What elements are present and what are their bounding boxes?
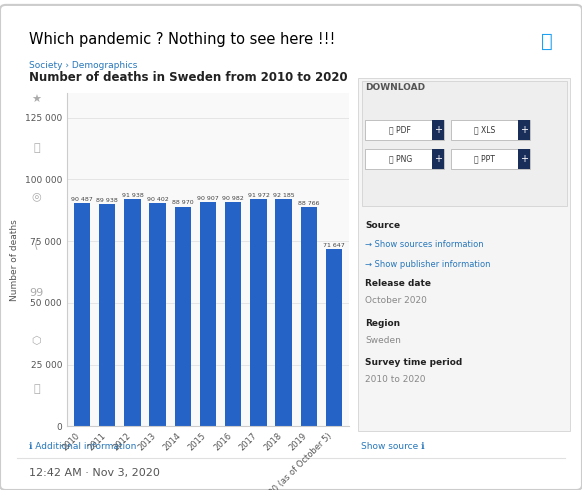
- Text: 71 647: 71 647: [323, 243, 345, 248]
- Text: 90 982: 90 982: [222, 196, 244, 200]
- Text: +: +: [520, 125, 528, 135]
- Text: +: +: [520, 154, 528, 164]
- Bar: [175, 207, 191, 426]
- Text: → Show publisher information: → Show publisher information: [365, 260, 491, 269]
- Text: 📊 XLS: 📊 XLS: [474, 125, 496, 134]
- Y-axis label: Number of deaths: Number of deaths: [10, 219, 19, 300]
- Text: Which pandemic ? Nothing to see here !!!: Which pandemic ? Nothing to see here !!!: [29, 32, 335, 47]
- Text: 88 970: 88 970: [172, 200, 194, 205]
- Text: 🐦: 🐦: [541, 32, 553, 51]
- FancyBboxPatch shape: [451, 149, 530, 169]
- Bar: [200, 202, 217, 426]
- Bar: [326, 249, 342, 426]
- Text: Show source ℹ: Show source ℹ: [361, 442, 424, 451]
- Text: 2010 to 2020: 2010 to 2020: [365, 375, 426, 384]
- Bar: [99, 204, 115, 426]
- FancyBboxPatch shape: [358, 78, 570, 431]
- FancyBboxPatch shape: [432, 149, 444, 169]
- Text: ★: ★: [31, 96, 41, 105]
- Bar: [250, 199, 267, 426]
- Text: 🔔: 🔔: [33, 144, 40, 153]
- Bar: [150, 203, 166, 426]
- Text: 12:42 AM · Nov 3, 2020: 12:42 AM · Nov 3, 2020: [29, 468, 160, 478]
- Text: ℹ Additional information: ℹ Additional information: [29, 442, 136, 451]
- FancyBboxPatch shape: [0, 5, 582, 490]
- Text: ◎: ◎: [31, 192, 41, 201]
- Text: → Show sources information: → Show sources information: [365, 240, 484, 249]
- FancyBboxPatch shape: [518, 120, 530, 140]
- Bar: [125, 199, 141, 426]
- Text: Source: Source: [365, 220, 400, 229]
- Text: 📋 PPT: 📋 PPT: [474, 155, 495, 164]
- Text: Sweden: Sweden: [365, 336, 402, 344]
- Text: 89 938: 89 938: [97, 198, 118, 203]
- Text: 🖼 PNG: 🖼 PNG: [389, 155, 412, 164]
- FancyBboxPatch shape: [451, 120, 530, 140]
- Text: DOWNLOAD: DOWNLOAD: [365, 83, 425, 92]
- Text: Society › Demographics: Society › Demographics: [29, 61, 137, 70]
- FancyBboxPatch shape: [518, 149, 530, 169]
- Bar: [301, 207, 317, 426]
- Bar: [74, 203, 90, 426]
- Text: 88 766: 88 766: [298, 201, 320, 206]
- Text: October 2020: October 2020: [365, 296, 427, 305]
- Text: 91 972: 91 972: [247, 193, 269, 198]
- Text: 99: 99: [29, 288, 44, 297]
- FancyBboxPatch shape: [432, 120, 444, 140]
- Text: 90 487: 90 487: [71, 196, 93, 202]
- Text: ⬡: ⬡: [31, 336, 41, 345]
- Bar: [275, 199, 292, 426]
- Text: 📄 PDF: 📄 PDF: [389, 125, 411, 134]
- Text: 🖨: 🖨: [33, 384, 40, 393]
- Text: Number of deaths in Sweden from 2010 to 2020: Number of deaths in Sweden from 2010 to …: [29, 71, 347, 84]
- Text: Release date: Release date: [365, 279, 431, 288]
- Text: 91 938: 91 938: [122, 193, 143, 198]
- Text: Region: Region: [365, 318, 400, 327]
- FancyBboxPatch shape: [365, 149, 444, 169]
- FancyBboxPatch shape: [365, 120, 444, 140]
- Text: +: +: [434, 154, 442, 164]
- Text: +: +: [434, 125, 442, 135]
- Text: Survey time period: Survey time period: [365, 358, 463, 367]
- Text: 90 402: 90 402: [147, 197, 169, 202]
- Text: 90 907: 90 907: [197, 196, 219, 201]
- FancyBboxPatch shape: [362, 81, 567, 206]
- Text: 92 185: 92 185: [273, 193, 294, 197]
- Text: ⟨: ⟨: [34, 240, 38, 249]
- Bar: [225, 202, 242, 426]
